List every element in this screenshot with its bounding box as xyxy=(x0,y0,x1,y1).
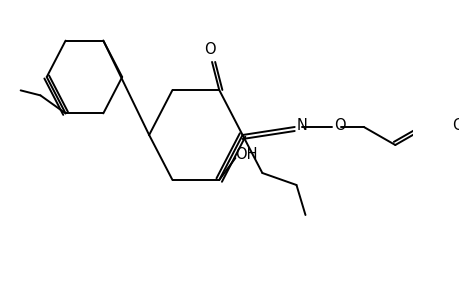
Text: N: N xyxy=(296,118,307,134)
Text: OH: OH xyxy=(235,146,257,161)
Text: O: O xyxy=(204,43,216,58)
Text: Cl: Cl xyxy=(451,118,459,134)
Text: O: O xyxy=(333,118,345,134)
